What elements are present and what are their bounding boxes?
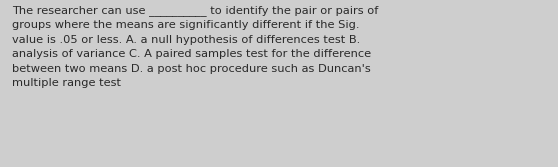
Text: The researcher can use __________ to identify the pair or pairs of
groups where : The researcher can use __________ to ide… <box>12 5 379 88</box>
